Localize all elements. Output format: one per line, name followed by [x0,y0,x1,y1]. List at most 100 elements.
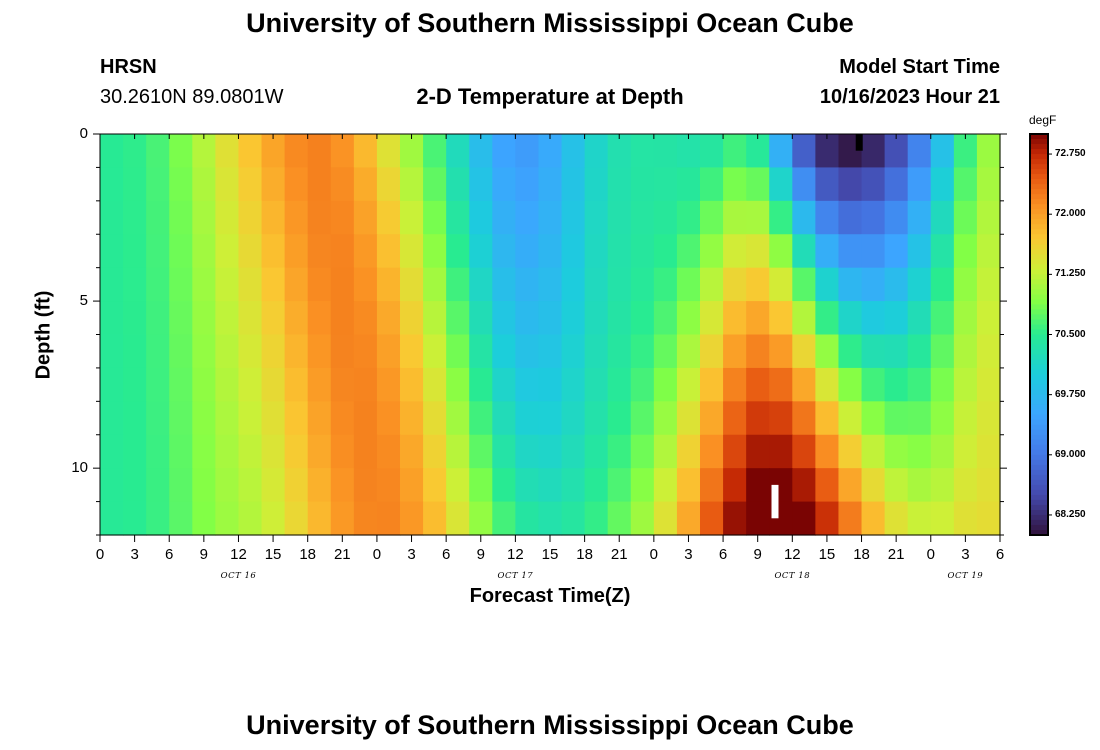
heatmap-cell [792,234,816,269]
heatmap-cell [492,367,516,402]
heatmap-cell [215,301,240,336]
x-tick-label: 3 [130,546,139,563]
heatmap-cell [607,200,632,235]
heatmap-cell [884,501,909,536]
heatmap-cell [723,434,747,469]
heatmap-cell [169,434,193,469]
heatmap-cell [976,234,1001,269]
heatmap-cell [815,367,840,402]
colorbar-swatch [1030,394,1048,401]
heatmap-cell [584,367,609,402]
footer-title: University of Southern Mississippi Ocean… [246,710,854,740]
heatmap-cell [446,334,470,369]
heatmap-cell [630,468,655,503]
x-tick-label: 9 [476,546,485,563]
heatmap-cell [769,434,793,469]
heatmap-cell [700,267,724,302]
heatmap-cell [723,367,747,402]
heatmap-cell [630,200,655,235]
colorbar-swatch [1030,224,1048,230]
heatmap-cell [353,267,378,302]
heatmap-cell [330,434,355,469]
heatmap-cell [284,468,309,503]
heatmap-cell [907,367,932,402]
heatmap-cell [838,468,863,503]
heatmap-cell [838,401,863,436]
heatmap-cell [700,301,724,336]
heatmap-cell [561,167,586,202]
colorbar-swatch [1030,324,1048,331]
heatmap-cell [353,401,378,436]
colorbar-swatch [1030,249,1048,255]
heatmap-cell [238,468,263,503]
heatmap-cell [238,301,263,336]
main-title: University of Southern Mississippi Ocean… [246,8,854,38]
heatmap-cell [400,234,424,269]
heatmap-cell [376,367,401,402]
heatmap-cell [653,167,678,202]
heatmap-cell [584,334,609,369]
heatmap-cell [930,267,955,302]
heatmap-cell [630,334,655,369]
heatmap-cell [723,301,747,336]
heatmap-cell [169,367,193,402]
heatmap-cell [746,167,770,202]
heatmap-cell [469,301,493,336]
heatmap-cell [469,334,493,369]
heatmap-cell [284,234,309,269]
heatmap-cell [307,501,332,536]
heatmap-cell [376,167,401,202]
x-tick-label: 0 [95,546,105,563]
heatmap-cell [861,501,886,536]
heatmap-cell [953,434,978,469]
heatmap-cell [146,434,170,469]
heatmap-cell [607,434,632,469]
x-tick-label: 15 [541,546,559,563]
heatmap-cell [746,367,770,402]
heatmap-cell [192,401,216,436]
heatmap-cell [723,501,747,536]
colorbar-swatch [1030,179,1048,185]
heatmap-cell [261,234,286,269]
x-tick-label: 3 [684,546,693,563]
colorbar-swatch [1030,219,1048,225]
heatmap-cell [261,301,286,336]
colorbar-swatch [1030,414,1048,421]
heatmap-cell [884,200,909,235]
heatmap-cell [423,167,447,202]
heatmap-cell [446,434,470,469]
heatmap-cell [238,334,263,369]
heatmap-cell [446,401,470,436]
heatmap-cell [676,267,701,302]
colorbar-swatch [1030,504,1048,511]
heatmap-cell [492,334,516,369]
heatmap-cell [676,367,701,402]
heatmap-cell [330,367,355,402]
heatmap-cell [630,434,655,469]
heatmap-cell [607,167,632,202]
heatmap-cell [446,267,470,302]
heatmap-cell [769,267,793,302]
heatmap-cell [838,434,863,469]
heatmap-cell [307,367,332,402]
heatmap-cell [492,468,516,503]
heatmap-cell [676,334,701,369]
heatmap-cell [538,367,563,402]
heatmap-cell [769,301,793,336]
colorbar-swatch [1030,239,1048,245]
heatmap-cell [353,134,378,169]
heatmap-cell [284,401,309,436]
heatmap-cell [792,134,816,169]
colorbar-tick-label: 72.750 [1055,148,1086,160]
heatmap-cell [884,267,909,302]
heatmap-cell [561,434,586,469]
heatmap-cell [146,301,170,336]
date-label: OCT 17 [497,571,534,581]
heatmap-markers [771,134,863,519]
colorbar-swatch [1030,454,1048,461]
heatmap-cell [100,134,124,169]
colorbar-swatch [1030,274,1048,280]
colorbar-swatch [1030,199,1048,205]
x-tick-label: 3 [407,546,416,563]
heatmap-cell [307,200,332,235]
